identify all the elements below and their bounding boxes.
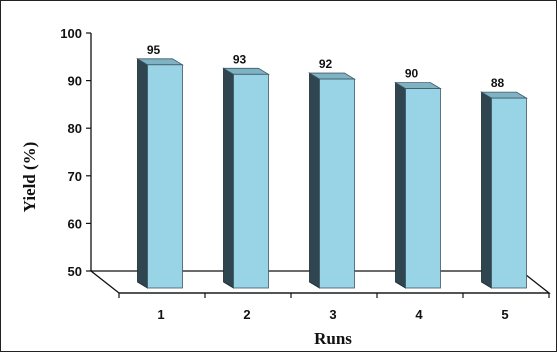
bars-group [136,58,528,289]
bar-side [223,67,234,289]
bar-5 [480,91,528,289]
y-tick-label: 70 [68,169,82,184]
x-tick-label: 3 [329,307,336,322]
bar-front [147,64,183,289]
data-label: 92 [319,57,333,71]
bar-side [309,72,320,289]
data-label: 95 [147,43,161,57]
x-tick-label: 1 [157,307,164,322]
bar-front [319,78,355,289]
bar-4 [394,81,442,289]
y-axis-title: Yield (%) [20,142,39,213]
x-tick-label: 4 [415,307,423,322]
x-axis: 1 2 3 4 5 [118,292,550,322]
bar-1 [136,58,184,289]
y-tick-label: 50 [68,264,82,279]
y-tick-label: 60 [68,216,82,231]
bar-side [481,91,492,289]
data-label: 93 [233,52,247,66]
x-tick-label: 5 [501,307,508,322]
bar-front [491,97,527,289]
bar-2 [222,67,270,289]
y-tick-label: 80 [68,121,82,136]
y-axis: 50 60 70 80 90 100 [60,26,92,279]
data-labels-group: 95 93 92 90 88 [147,43,505,90]
bar-3 [308,72,356,289]
data-label: 90 [405,67,419,81]
x-axis-title: Runs [314,329,352,348]
bar-side [137,58,148,289]
x-tick-label: 2 [243,307,250,322]
y-tick-label: 90 [68,74,82,89]
bar-front [233,73,269,289]
bar-side [395,81,406,289]
data-label: 88 [491,76,505,90]
bar-front [405,88,441,289]
y-tick-label: 100 [60,26,82,41]
